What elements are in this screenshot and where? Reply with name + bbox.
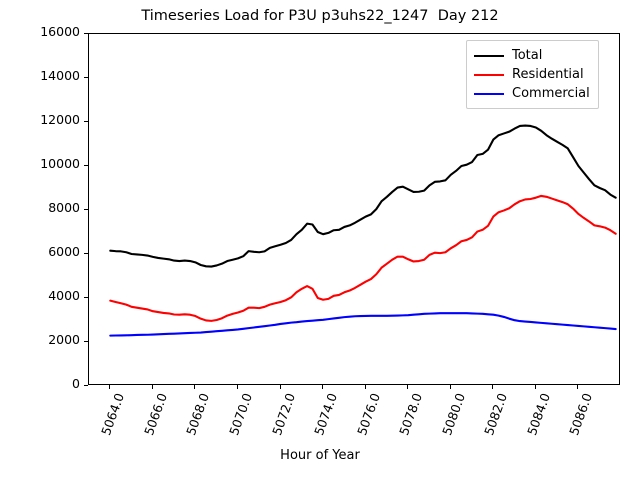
y-axis-tick-mark <box>84 341 88 342</box>
x-axis-tick-label: 5074.0 <box>311 391 341 438</box>
y-axis-label: kW total <box>0 125 3 180</box>
legend-label: Residential <box>512 67 584 82</box>
y-axis-tick-mark <box>84 253 88 254</box>
x-axis-tick-mark <box>109 385 111 389</box>
y-axis-tick-label: 2000 <box>48 332 80 347</box>
y-axis-tick-label: 10000 <box>40 156 80 171</box>
x-axis-tick-label: 5064.0 <box>98 391 128 438</box>
legend-label: Total <box>512 48 543 63</box>
x-axis-tick-label: 5072.0 <box>268 391 298 438</box>
x-axis-tick-label: 5084.0 <box>523 391 553 438</box>
x-axis-tick-mark <box>279 385 281 389</box>
legend-swatch-residential <box>474 73 504 76</box>
x-axis-tick-label: 5068.0 <box>183 391 213 438</box>
x-axis-tick-mark <box>449 385 451 389</box>
y-axis-tick-mark <box>84 209 88 210</box>
y-axis-tick-label: 16000 <box>40 24 80 39</box>
x-axis-tick-mark <box>151 385 153 389</box>
x-axis-tick-mark <box>492 385 494 389</box>
series-line-total <box>109 124 617 268</box>
series-line-residential <box>109 194 617 322</box>
legend-swatch-total <box>474 54 504 57</box>
x-axis-label: Hour of Year <box>280 448 360 463</box>
x-axis-tick-mark <box>407 385 409 389</box>
x-axis-tick-label: 5082.0 <box>481 391 511 438</box>
legend-swatch-commercial <box>474 92 504 95</box>
x-axis-tick-label: 5070.0 <box>225 391 256 438</box>
chart-title: Timeseries Load for P3U p3uhs22_1247 Day… <box>141 8 499 24</box>
y-axis-tick-label: 14000 <box>40 68 80 83</box>
y-axis-tick-mark <box>84 297 88 298</box>
series-canvas <box>109 124 617 337</box>
y-axis-tick-label: 4000 <box>48 288 80 303</box>
x-axis-tick-label: 5080.0 <box>438 391 468 438</box>
legend-item-total[interactable]: Total <box>474 46 590 65</box>
y-axis-tick-label: 8000 <box>48 200 80 215</box>
x-axis-tick-mark <box>322 385 324 389</box>
y-axis-tick-mark <box>84 121 88 122</box>
legend-label: Commercial <box>512 86 590 101</box>
y-axis-tick-mark <box>84 33 88 34</box>
x-axis-tick-mark <box>236 385 238 389</box>
x-axis-tick-label: 5086.0 <box>566 391 596 438</box>
x-axis-tick-label: 5066.0 <box>140 391 170 438</box>
y-axis-tick-label: 6000 <box>48 244 80 259</box>
x-axis-tick-mark <box>194 385 196 389</box>
x-axis-tick-label: 5076.0 <box>353 391 383 438</box>
y-axis-tick-mark <box>84 165 88 166</box>
x-axis-tick-mark <box>577 385 579 389</box>
y-axis-tick-mark <box>84 385 88 386</box>
y-axis-tick-label: 12000 <box>40 112 80 127</box>
y-axis-tick-mark <box>84 77 88 78</box>
x-axis-tick-mark <box>364 385 366 389</box>
y-axis-tick-label: 0 <box>72 376 80 391</box>
legend-item-commercial[interactable]: Commercial <box>474 84 590 103</box>
chart-legend: Total Residential Commercial <box>466 40 599 109</box>
legend-item-residential[interactable]: Residential <box>474 65 590 84</box>
x-axis-tick-mark <box>534 385 536 389</box>
series-line-commercial <box>109 312 617 337</box>
x-axis-tick-label: 5078.0 <box>396 391 426 438</box>
